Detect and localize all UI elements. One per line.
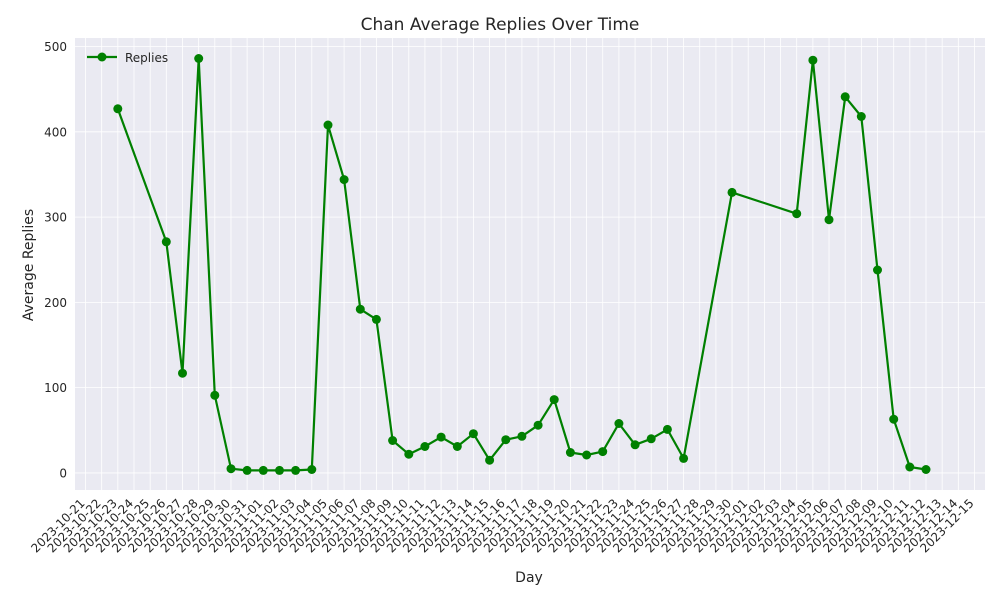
y-tick-label: 0 [59, 466, 67, 480]
chart-title: Chan Average Replies Over Time [361, 15, 640, 35]
data-point [630, 440, 640, 450]
x-axis-label: Day [515, 570, 543, 586]
data-point [388, 436, 398, 445]
data-point [614, 419, 624, 428]
data-point [856, 112, 866, 121]
data-point [889, 414, 899, 424]
data-point [598, 447, 608, 457]
data-point [468, 429, 478, 439]
grid [75, 38, 985, 490]
data-point [840, 92, 850, 102]
data-point [178, 368, 187, 378]
y-axis-label: Average Replies [21, 209, 37, 321]
data-point [113, 104, 123, 114]
data-point [808, 55, 818, 65]
data-point [161, 237, 171, 247]
data-point [355, 304, 365, 314]
data-point [501, 435, 511, 445]
data-point [549, 395, 559, 405]
data-point [226, 464, 236, 474]
data-point [404, 449, 414, 459]
data-point [275, 465, 284, 475]
data-point [565, 448, 575, 457]
y-axis: 0 100 200 300 400 500 [44, 40, 67, 480]
legend-point-marker [97, 52, 107, 62]
data-point [452, 442, 462, 451]
data-point [533, 420, 543, 430]
data-point [873, 265, 882, 275]
y-tick-label: 500 [44, 40, 67, 54]
data-point [258, 465, 268, 475]
data-point [436, 432, 446, 442]
data-point [921, 465, 931, 474]
data-point [646, 434, 656, 444]
plot-area [75, 38, 985, 490]
data-point [582, 450, 592, 460]
data-point [194, 54, 204, 63]
y-tick-label: 400 [44, 125, 67, 139]
y-tick-label: 200 [44, 296, 67, 310]
data-point [792, 209, 802, 219]
data-point [727, 187, 737, 197]
data-point [662, 424, 672, 434]
y-tick-label: 100 [44, 381, 67, 395]
legend-label-replies: Replies [125, 51, 168, 65]
data-point [679, 453, 689, 463]
data-point [291, 465, 301, 475]
data-point [339, 175, 349, 185]
data-point [420, 442, 430, 451]
y-tick-label: 300 [44, 211, 67, 225]
data-point [323, 120, 333, 130]
data-point [905, 462, 915, 472]
x-axis: 2023-10-212023-10-222023-10-232023-10-24… [28, 496, 976, 555]
data-point [210, 390, 220, 400]
data-point [517, 431, 527, 441]
series-layer [113, 54, 931, 475]
data-point [307, 465, 317, 474]
data-point [242, 465, 252, 475]
data-point [485, 455, 495, 465]
data-point [371, 314, 381, 324]
legend: Replies [87, 51, 168, 65]
data-point [824, 215, 834, 225]
